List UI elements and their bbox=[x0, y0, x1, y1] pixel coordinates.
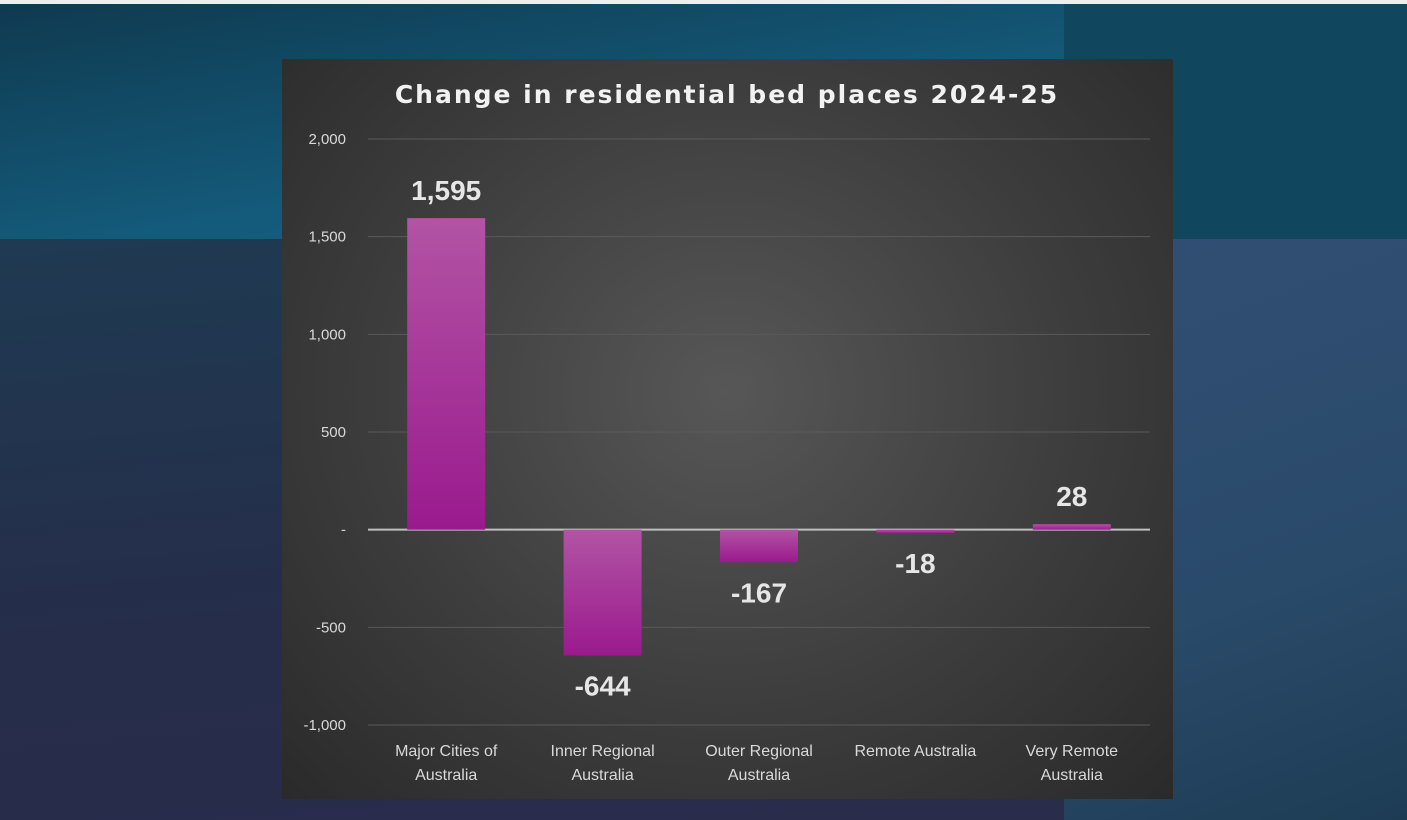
y-tick-label: - bbox=[341, 522, 346, 539]
top-strip bbox=[0, 0, 1407, 4]
y-tick-label: 2,000 bbox=[308, 131, 346, 148]
y-tick-label: -1,000 bbox=[303, 717, 346, 734]
y-tick-label: 1,500 bbox=[308, 229, 346, 246]
bar bbox=[720, 529, 798, 563]
bar bbox=[407, 218, 486, 530]
category-label: Australia bbox=[415, 767, 477, 784]
category-label: Major Cities of bbox=[395, 743, 498, 760]
category-label: Very Remote bbox=[1026, 743, 1119, 760]
category-label: Outer Regional bbox=[705, 743, 813, 760]
category-label: Australia bbox=[571, 767, 633, 784]
category-label: Remote Australia bbox=[854, 743, 976, 760]
bar bbox=[563, 529, 642, 656]
data-label: -167 bbox=[731, 577, 787, 608]
y-tick-label: 1,000 bbox=[308, 326, 346, 343]
category-label: Australia bbox=[728, 767, 790, 784]
data-label: 1,595 bbox=[411, 175, 481, 206]
bar bbox=[876, 529, 955, 534]
data-label: -18 bbox=[895, 548, 935, 579]
category-label: Australia bbox=[1041, 767, 1103, 784]
category-label: Inner Regional bbox=[551, 743, 655, 760]
bar bbox=[1032, 524, 1111, 530]
y-tick-label: -500 bbox=[316, 619, 346, 636]
y-tick-label: 500 bbox=[321, 424, 346, 441]
data-label: -644 bbox=[575, 670, 631, 701]
data-label: 28 bbox=[1056, 481, 1087, 512]
chart-title: Change in residential bed places 2024-25 bbox=[395, 80, 1059, 109]
